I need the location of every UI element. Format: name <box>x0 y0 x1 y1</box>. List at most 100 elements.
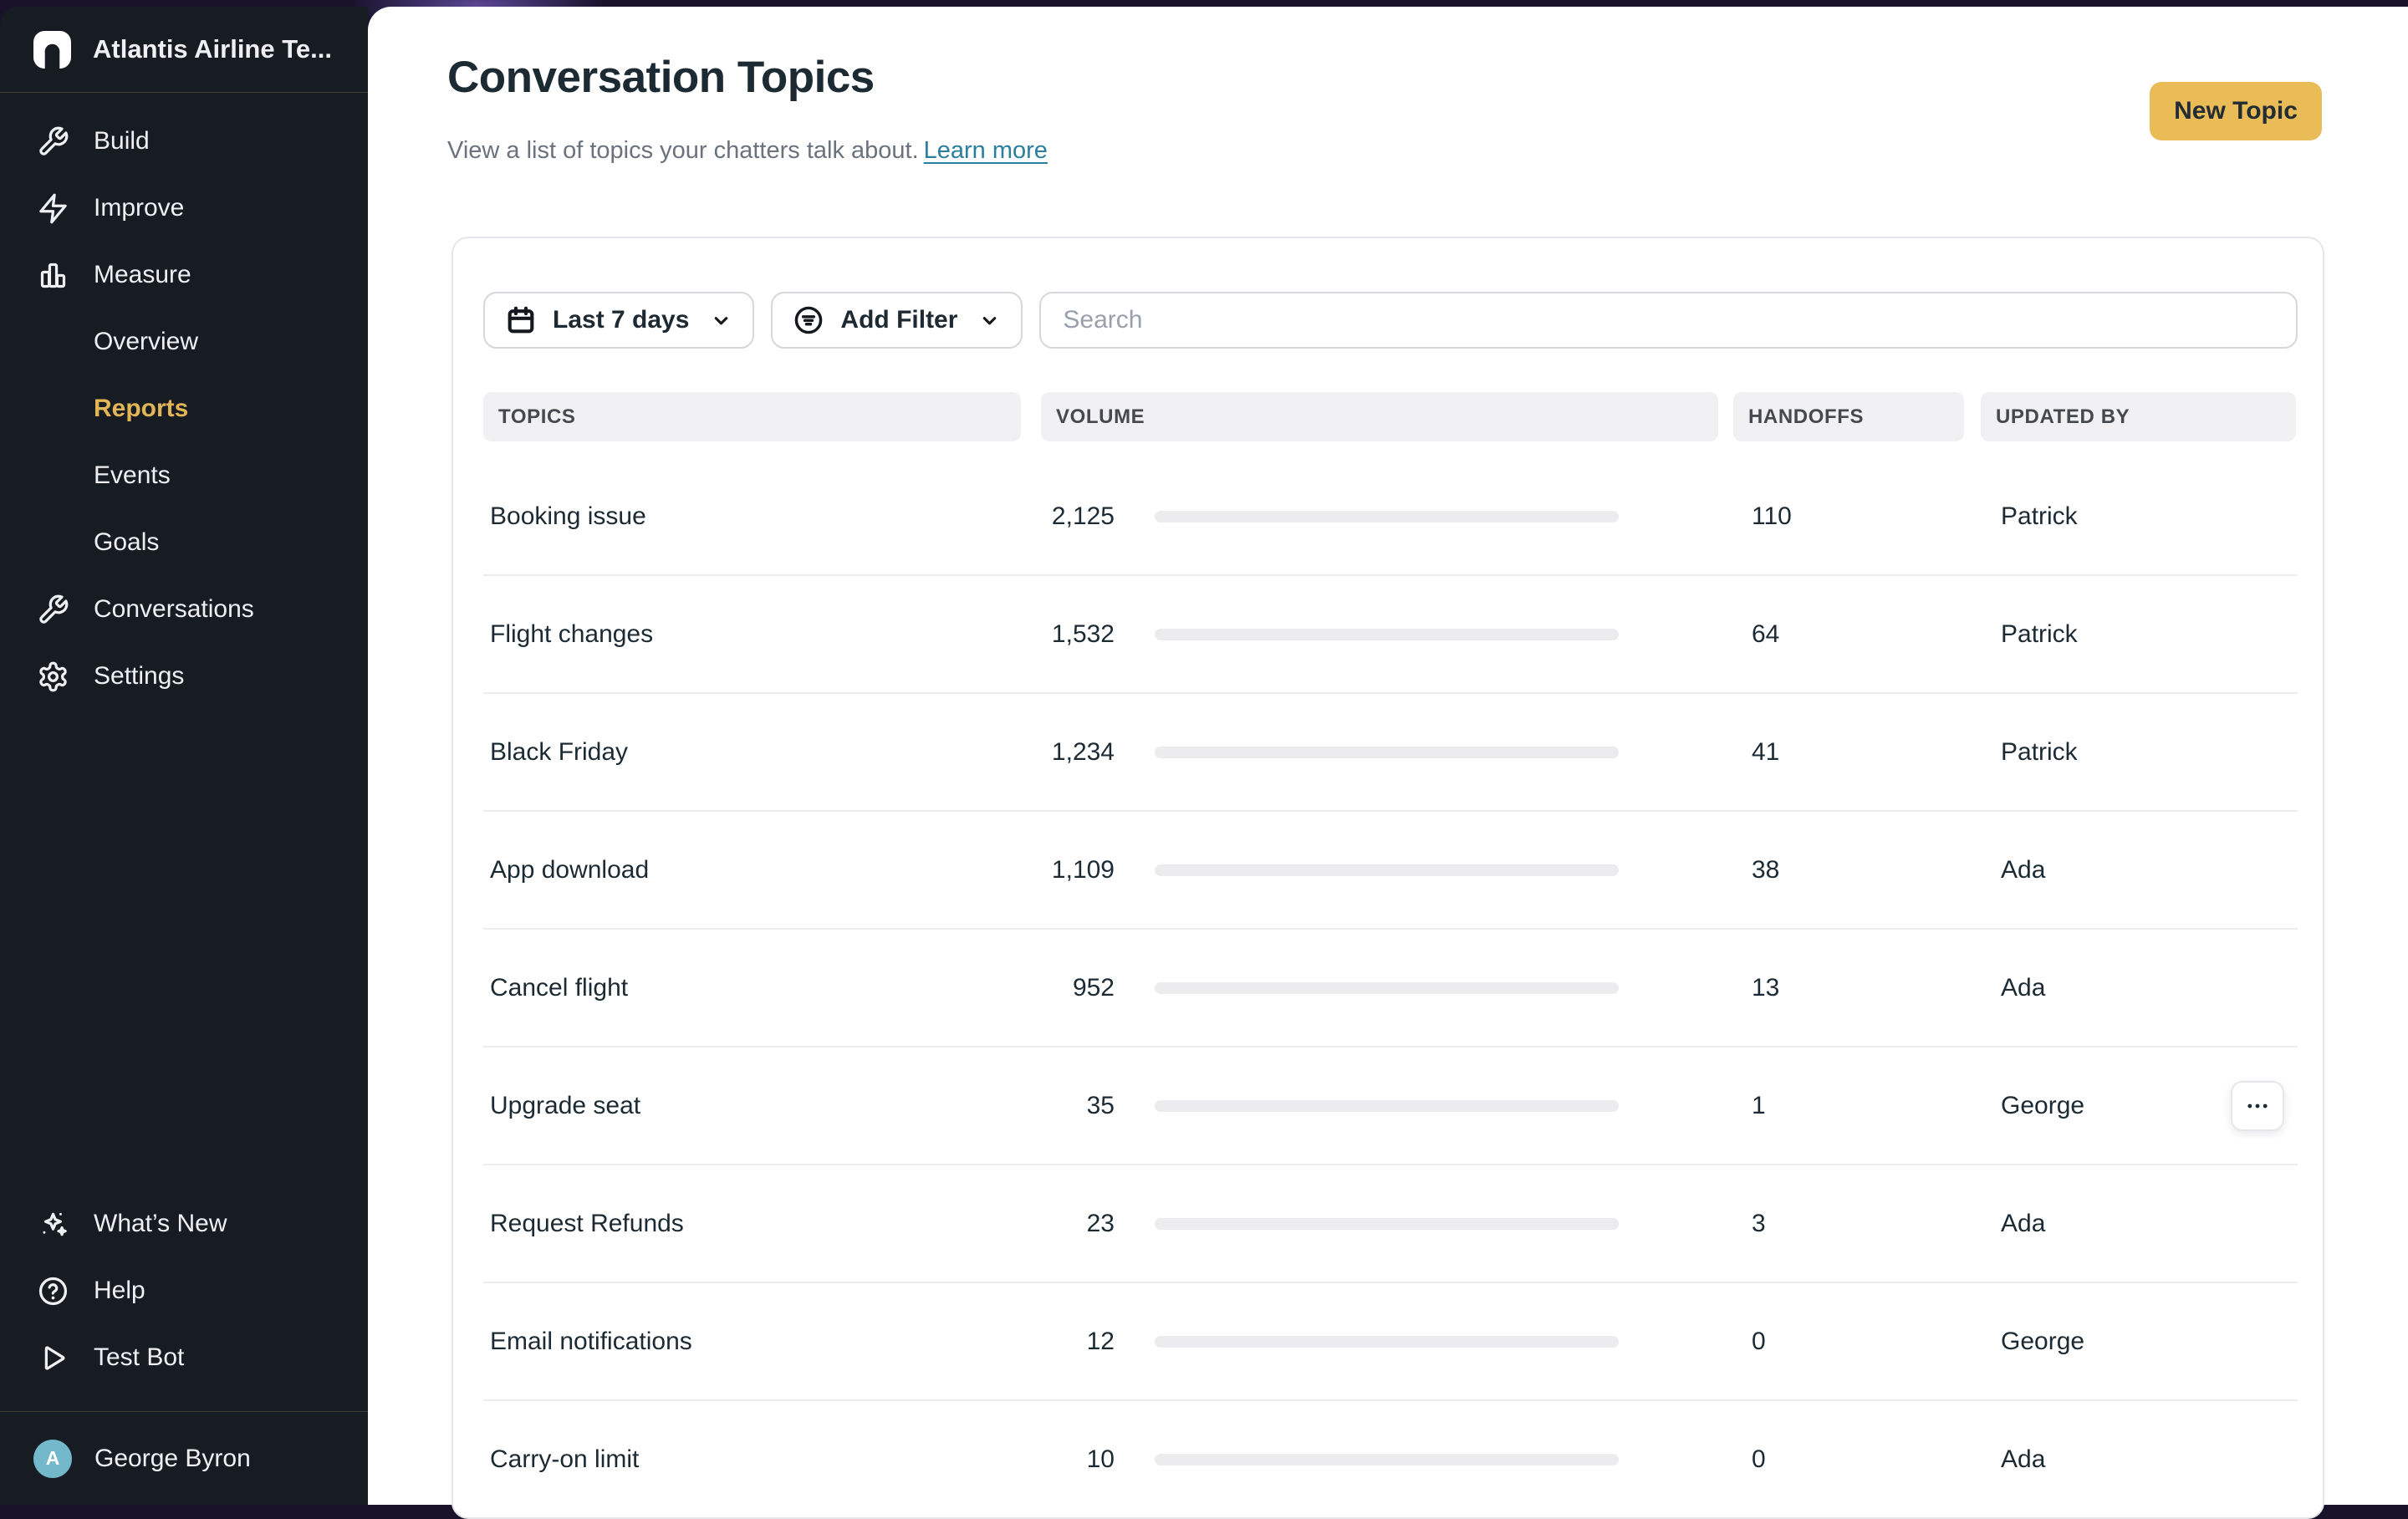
sidebar-footer-nav: What’s New Help Test Bot <box>0 1190 368 1391</box>
sidebar-item-conversations[interactable]: Conversations <box>0 576 368 643</box>
calendar-icon <box>505 304 537 336</box>
volume-value: 10 <box>1041 1445 1115 1474</box>
updated-by-cell: Ada <box>1981 974 2296 1002</box>
filter-bar: Last 7 days Add Filter <box>483 292 2298 349</box>
volume-cell: 1,532 <box>1041 620 1718 649</box>
sidebar-item-reports[interactable]: Reports <box>0 375 368 442</box>
workspace-switcher[interactable]: Atlantis Airline Te... <box>0 7 368 93</box>
updated-by-value: Ada <box>2001 974 2045 1002</box>
updated-by-cell: Patrick <box>1981 502 2296 531</box>
volume-value: 1,109 <box>1041 856 1115 884</box>
sidebar-item-events[interactable]: Events <box>0 442 368 509</box>
table-row[interactable]: Upgrade seat 35 1 George <box>483 1046 2298 1164</box>
updated-by-cell: George <box>1981 1092 2296 1120</box>
table-row[interactable]: Black Friday 1,234 41 Patrick <box>483 692 2298 810</box>
date-range-button[interactable]: Last 7 days <box>483 292 754 349</box>
play-icon <box>37 1342 69 1374</box>
question-circle-icon <box>37 1275 69 1307</box>
handoffs-value: 0 <box>1733 1445 1964 1474</box>
volume-bar <box>1155 982 1619 994</box>
filter-icon <box>793 304 824 336</box>
sidebar-item-test-bot[interactable]: Test Bot <box>0 1324 368 1391</box>
volume-value: 35 <box>1041 1092 1115 1120</box>
sidebar-item-label: Improve <box>94 194 184 222</box>
table-header-row: Topics Volume Handoffs Updated by <box>483 392 2298 441</box>
handoffs-value: 64 <box>1733 620 1964 649</box>
page-subtitle: View a list of topics your chatters talk… <box>447 137 1048 165</box>
updated-by-cell: George <box>1981 1328 2296 1356</box>
topic-name: Booking issue <box>483 502 1021 531</box>
sidebar-item-measure[interactable]: Measure <box>0 242 368 308</box>
ada-logo-icon <box>33 31 71 69</box>
topic-name: Request Refunds <box>483 1210 1021 1238</box>
page-title: Conversation Topics <box>447 52 875 103</box>
sidebar-item-label: Build <box>94 127 150 155</box>
add-filter-label: Add Filter <box>840 306 957 334</box>
sidebar-item-overview[interactable]: Overview <box>0 308 368 375</box>
sidebar-item-label: Help <box>94 1277 145 1305</box>
updated-by-value: George <box>2001 1328 2084 1356</box>
table-row[interactable]: Email notifications 12 0 George <box>483 1282 2298 1399</box>
table-row[interactable]: Cancel flight 952 13 Ada <box>483 928 2298 1046</box>
sidebar-item-goals[interactable]: Goals <box>0 509 368 576</box>
handoffs-value: 0 <box>1733 1328 1964 1356</box>
updated-by-value: George <box>2001 1092 2084 1120</box>
volume-bar <box>1155 1336 1619 1348</box>
chevron-down-icon <box>710 309 732 332</box>
sidebar-item-improve[interactable]: Improve <box>0 175 368 242</box>
learn-more-link[interactable]: Learn more <box>924 137 1048 164</box>
table-row[interactable]: Request Refunds 23 3 Ada <box>483 1164 2298 1282</box>
volume-value: 952 <box>1041 974 1115 1002</box>
main-panel: Conversation Topics View a list of topic… <box>368 7 2408 1505</box>
sidebar-item-settings[interactable]: Settings <box>0 643 368 710</box>
sidebar-item-help[interactable]: Help <box>0 1257 368 1324</box>
volume-bar <box>1155 1454 1619 1465</box>
handoffs-value: 41 <box>1733 738 1964 767</box>
sidebar-item-label: Test Bot <box>94 1343 184 1372</box>
volume-value: 1,234 <box>1041 738 1115 767</box>
sidebar-item-label: Measure <box>94 261 191 289</box>
handoffs-value: 110 <box>1733 502 1964 531</box>
updated-by-value: Ada <box>2001 856 2045 884</box>
updated-by-cell: Ada <box>1981 856 2296 884</box>
wrench-icon <box>37 125 69 158</box>
table-row[interactable]: Flight changes 1,532 64 Patrick <box>483 574 2298 692</box>
sidebar-item-build[interactable]: Build <box>0 108 368 175</box>
handoffs-value: 1 <box>1733 1092 1964 1120</box>
volume-bar <box>1155 1218 1619 1230</box>
sidebar-item-label: Conversations <box>94 595 254 624</box>
sidebar-nav: Build Improve Measure Overview Reports E… <box>0 108 368 710</box>
volume-cell: 10 <box>1041 1445 1718 1474</box>
topics-table-body: Booking issue 2,125 110 Patrick Flight c… <box>483 458 2298 1517</box>
updated-by-value: Ada <box>2001 1445 2045 1474</box>
volume-cell: 23 <box>1041 1210 1718 1238</box>
topic-name: Cancel flight <box>483 974 1021 1002</box>
lightning-icon <box>37 192 69 225</box>
updated-by-value: Patrick <box>2001 620 2078 649</box>
volume-bar <box>1155 747 1619 758</box>
table-row[interactable]: App download 1,109 38 Ada <box>483 810 2298 928</box>
gear-icon <box>37 660 69 693</box>
volume-cell: 952 <box>1041 974 1718 1002</box>
add-filter-button[interactable]: Add Filter <box>771 292 1023 349</box>
user-name: George Byron <box>94 1445 251 1473</box>
new-topic-button[interactable]: New Topic <box>2150 82 2322 140</box>
topic-name: Upgrade seat <box>483 1092 1021 1120</box>
row-menu-button[interactable] <box>2231 1081 2284 1131</box>
volume-bar <box>1155 511 1619 522</box>
page-subtitle-text: View a list of topics your chatters talk… <box>447 137 919 164</box>
updated-by-cell: Patrick <box>1981 738 2296 767</box>
volume-cell: 1,234 <box>1041 738 1718 767</box>
user-menu[interactable]: A George Byron <box>0 1411 368 1505</box>
table-row[interactable]: Carry-on limit 10 0 Ada <box>483 1399 2298 1517</box>
updated-by-cell: Ada <box>1981 1445 2296 1474</box>
handoffs-value: 13 <box>1733 974 1964 1002</box>
sidebar-item-label: Reports <box>94 395 188 423</box>
sidebar-item-what-s-new[interactable]: What’s New <box>0 1190 368 1257</box>
sparkles-icon <box>37 1208 69 1241</box>
bar-chart-icon <box>37 259 69 292</box>
search-input[interactable] <box>1039 292 2298 349</box>
updated-by-cell: Patrick <box>1981 620 2296 649</box>
table-row[interactable]: Booking issue 2,125 110 Patrick <box>483 458 2298 574</box>
volume-value: 1,532 <box>1041 620 1115 649</box>
